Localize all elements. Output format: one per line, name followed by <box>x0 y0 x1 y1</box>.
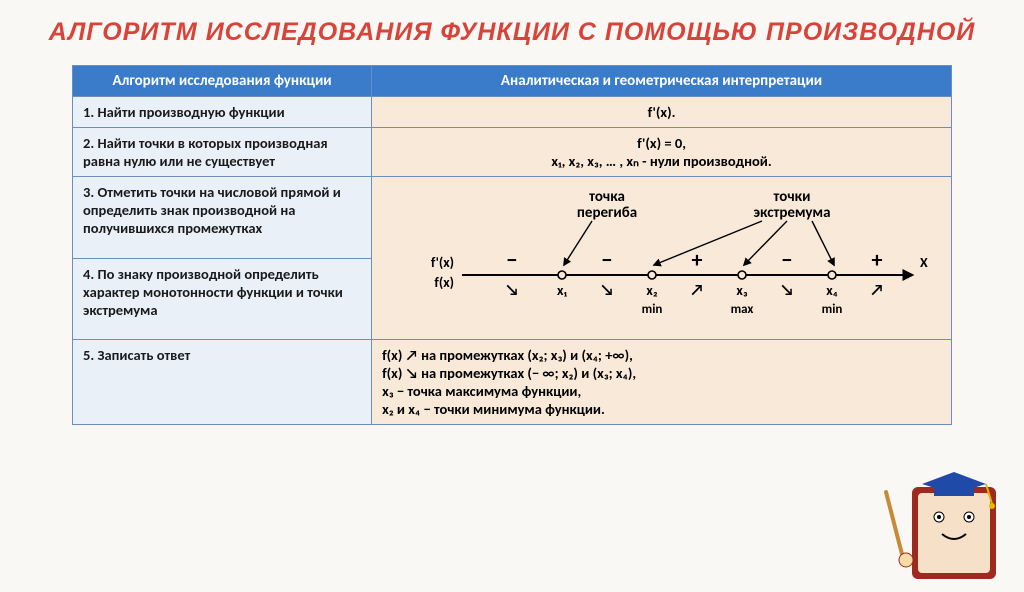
step-4-left: 4. По знаку производной определить харак… <box>73 258 372 340</box>
answer-line: x₂ и x₄ − точки минимума функции. <box>382 400 941 418</box>
svg-text:min: min <box>821 302 842 317</box>
mascot-cap-band <box>934 482 974 496</box>
inflection-label-2: перегиба <box>576 204 636 222</box>
table-row: 5. Записать ответ f(x) ↗ на промежутках … <box>73 340 952 425</box>
x-axis-label: X <box>920 254 928 271</box>
table-row: 3. Отметить точки на числовой прямой и о… <box>73 177 952 259</box>
mascot-page <box>918 493 990 573</box>
callout-arrow <box>812 221 834 265</box>
step-3-left: 3. Отметить точки на числовой прямой и о… <box>73 177 372 259</box>
mascot-hand <box>899 553 913 567</box>
diagram-cell: точка перегиба точки экстремума f'(x) f(… <box>372 177 952 340</box>
step-5-left: 5. Записать ответ <box>73 340 372 425</box>
svg-text:max: max <box>730 302 753 317</box>
svg-text:+: + <box>871 246 882 273</box>
svg-text:min: min <box>641 302 662 317</box>
svg-text:↗: ↗ <box>690 281 703 300</box>
callout-arrow <box>654 221 762 265</box>
answer-line: f(x) ↘ на промежутках (− ∞; x₂) и (x₃; x… <box>382 364 941 382</box>
step-1-right: f'(x). <box>372 97 952 128</box>
number-line-diagram: точка перегиба точки экстремума f'(x) f(… <box>392 183 932 333</box>
step-1-left: 1. Найти производную функции <box>73 97 372 128</box>
svg-text:x₂: x₂ <box>646 282 657 299</box>
header-left: Алгоритм исследования функции <box>73 66 372 97</box>
mascot-pupil <box>967 515 971 519</box>
step-2-right: f'(x) = 0, x₁, x₂, x₃, … , xₙ - нули про… <box>372 128 952 177</box>
svg-text:x₄: x₄ <box>826 282 838 299</box>
algorithm-table: Алгоритм исследования функции Аналитичес… <box>72 65 952 425</box>
svg-text:−: − <box>781 246 792 273</box>
callout-arrow <box>564 221 592 265</box>
svg-text:−: − <box>506 246 517 273</box>
svg-text:−: − <box>601 246 612 273</box>
step-2-right-line1: f'(x) = 0, <box>382 134 941 152</box>
svg-text:x₁: x₁ <box>557 282 567 299</box>
svg-text:+: + <box>691 246 702 273</box>
table-row: 1. Найти производную функции f'(x). <box>73 97 952 128</box>
svg-text:↘: ↘ <box>780 281 793 300</box>
answer-line: f(x) ↗ на промежутках (x₂; x₃) и (x₄; +∞… <box>382 346 941 364</box>
svg-text:↗: ↗ <box>870 281 883 300</box>
step-2-left: 2. Найти точки в которых производная рав… <box>73 128 372 177</box>
f-label: f(x) <box>434 274 454 291</box>
answer-line: x₃ − точка максимума функции, <box>382 382 941 400</box>
page-title: АЛГОРИТМ ИССЛЕДОВАНИЯ ФУНКЦИИ С ПОМОЩЬЮ … <box>0 18 1024 47</box>
table-header-row: Алгоритм исследования функции Аналитичес… <box>73 66 952 97</box>
step-2-right-line2: x₁, x₂, x₃, … , xₙ - нули производной. <box>382 152 941 170</box>
extrema-label-2: экстремума <box>753 204 830 222</box>
step-5-right: f(x) ↗ на промежутках (x₂; x₃) и (x₄; +∞… <box>372 340 952 425</box>
mascot-icon <box>884 432 1024 592</box>
svg-text:x₃: x₃ <box>736 282 747 299</box>
mascot-tassel-ball <box>989 503 995 509</box>
table-row: 2. Найти точки в которых производная рав… <box>73 128 952 177</box>
svg-text:↘: ↘ <box>505 281 518 300</box>
fprime-label: f'(x) <box>430 254 453 271</box>
mascot-pointer <box>886 492 904 562</box>
svg-text:↘: ↘ <box>600 281 613 300</box>
header-right: Аналитическая и геометрическая интерпрет… <box>372 66 952 97</box>
mascot-pupil <box>937 515 941 519</box>
